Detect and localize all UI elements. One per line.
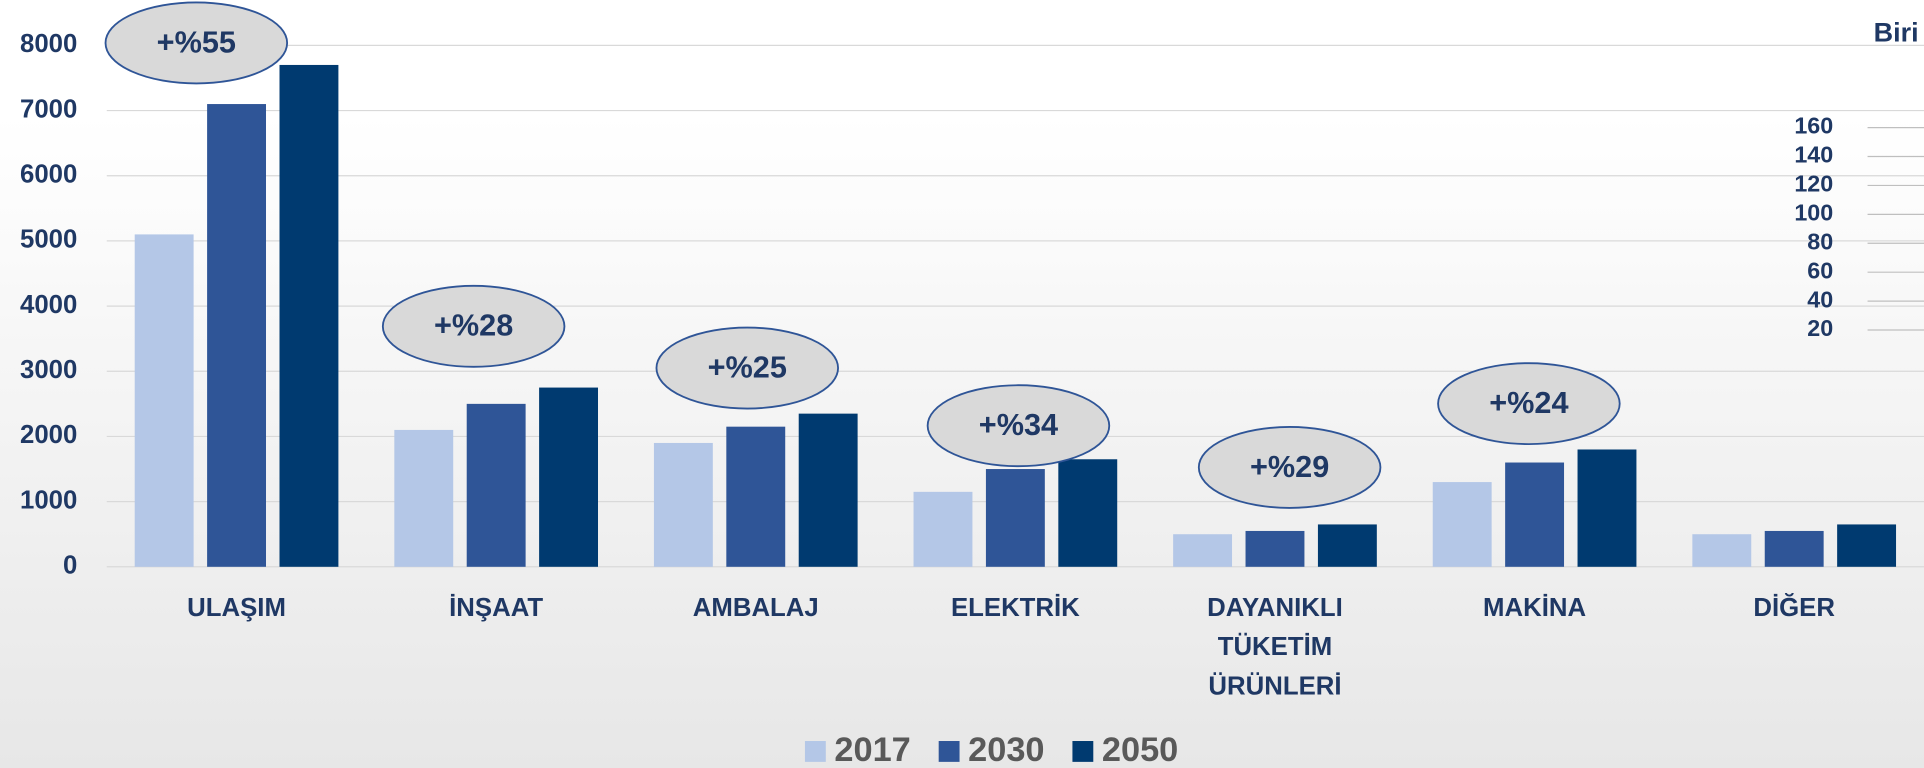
bar <box>798 413 858 567</box>
y-tick-label: 40 <box>1807 286 1833 312</box>
legend-label: 2017 <box>834 731 910 768</box>
y-tick-label: 60 <box>1807 257 1833 283</box>
annotation: +%25 <box>708 350 787 384</box>
y-tick-label: 160 <box>1794 113 1833 139</box>
x-tick-label: ULAŞIM <box>187 593 286 623</box>
bar <box>653 442 713 567</box>
annotation-bubble <box>655 326 839 410</box>
y-tick-label: 2000 <box>20 421 77 449</box>
bar <box>913 491 973 567</box>
y-tick-label: 80 <box>1807 228 1833 254</box>
bar <box>279 64 339 567</box>
bar <box>726 426 786 567</box>
annotation-bubble <box>926 384 1111 468</box>
x-tick-label: ELEKTRİK <box>950 593 1080 623</box>
y-tick-label: 100 <box>1794 200 1833 226</box>
annotation-bubble <box>104 1 289 85</box>
bar <box>1432 482 1492 567</box>
bar <box>394 429 454 567</box>
legend-swatch <box>804 741 826 762</box>
annotation: +%24 <box>1489 386 1568 420</box>
x-tick-label: DİĞER <box>1753 593 1835 623</box>
y-tick-label: 120 <box>1794 171 1833 197</box>
bar <box>1692 534 1752 567</box>
x-tick-label: DAYANIKLI TÜKETİM ÜRÜNLERİ <box>1207 593 1343 701</box>
bar <box>1317 524 1377 567</box>
bar <box>134 234 194 567</box>
annotation-bubble <box>1197 426 1382 509</box>
annotation: +%29 <box>1250 450 1329 484</box>
y-tick-label: 0 <box>63 552 77 580</box>
bar <box>539 387 599 567</box>
legend-swatch <box>1072 741 1094 762</box>
bar <box>1245 530 1305 567</box>
bar <box>1058 459 1118 567</box>
annotation: +%28 <box>434 309 513 343</box>
legend-label: 2050 <box>1102 731 1178 768</box>
bar <box>1577 449 1637 567</box>
y-tick-label: 3000 <box>20 356 77 384</box>
y-tick-label: 1000 <box>20 486 77 514</box>
annotation: +%34 <box>979 408 1058 442</box>
bar <box>1837 524 1897 567</box>
y-tick-label: 4000 <box>20 291 77 319</box>
inset-title: Biri <box>1874 17 1919 47</box>
bar <box>1505 462 1565 567</box>
y-tick-label: 5000 <box>20 226 77 254</box>
x-tick-label: MAKİNA <box>1483 593 1587 623</box>
bar <box>207 104 267 567</box>
y-tick-label: 7000 <box>20 95 77 123</box>
y-tick-label: 6000 <box>20 161 77 189</box>
bar <box>466 403 526 567</box>
legend-swatch <box>938 741 960 762</box>
x-tick-label: AMBALAJ <box>692 593 819 623</box>
legend-label: 2030 <box>968 731 1044 768</box>
annotation: +%55 <box>157 25 236 59</box>
bar <box>985 469 1045 567</box>
y-tick-label: 8000 <box>20 30 77 58</box>
y-tick-label: 20 <box>1807 315 1833 341</box>
annotation-bubble <box>381 284 566 368</box>
bar <box>1764 530 1824 567</box>
y-tick-label: 140 <box>1794 142 1833 168</box>
x-tick-label: İNŞAAT <box>449 593 544 623</box>
bar <box>1173 534 1233 567</box>
annotation-bubble <box>1437 362 1621 446</box>
